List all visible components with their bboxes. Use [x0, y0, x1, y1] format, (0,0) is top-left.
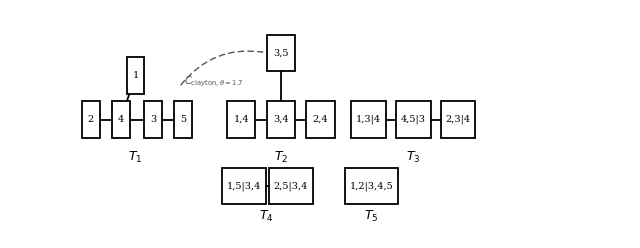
Text: 2,3|4: 2,3|4 [445, 115, 470, 124]
FancyBboxPatch shape [307, 101, 335, 138]
FancyBboxPatch shape [345, 168, 398, 205]
Text: 3,5: 3,5 [273, 48, 289, 57]
FancyArrowPatch shape [181, 51, 262, 85]
Text: 1,4: 1,4 [234, 115, 249, 124]
Text: 1: 1 [132, 71, 139, 80]
FancyBboxPatch shape [267, 34, 295, 71]
Text: $T_5$: $T_5$ [364, 209, 379, 224]
Text: $T_2$: $T_2$ [274, 150, 288, 165]
Text: 2,4: 2,4 [313, 115, 328, 124]
FancyBboxPatch shape [269, 168, 312, 205]
Text: 2: 2 [88, 115, 94, 124]
Text: 3,4: 3,4 [273, 115, 289, 124]
Text: 2,5|3,4: 2,5|3,4 [274, 182, 308, 191]
FancyBboxPatch shape [440, 101, 476, 138]
Text: $T_1$: $T_1$ [129, 150, 143, 165]
Text: 1,2|3,4,5: 1,2|3,4,5 [350, 182, 394, 191]
FancyBboxPatch shape [351, 101, 386, 138]
Text: 4: 4 [118, 115, 124, 124]
FancyBboxPatch shape [222, 168, 266, 205]
Text: $T_4$: $T_4$ [259, 209, 273, 224]
Text: $C_{\mathrm{clayton},\theta=1.7}$: $C_{\mathrm{clayton},\theta=1.7}$ [184, 74, 244, 89]
Text: 3: 3 [150, 115, 157, 124]
FancyBboxPatch shape [127, 58, 145, 94]
FancyBboxPatch shape [267, 101, 295, 138]
Text: 5: 5 [180, 115, 186, 124]
FancyBboxPatch shape [227, 101, 255, 138]
Text: 1,5|3,4: 1,5|3,4 [227, 182, 261, 191]
Text: 4,5|3: 4,5|3 [401, 115, 426, 124]
FancyBboxPatch shape [112, 101, 129, 138]
FancyBboxPatch shape [174, 101, 192, 138]
FancyBboxPatch shape [396, 101, 431, 138]
FancyBboxPatch shape [145, 101, 163, 138]
Text: 1,3|4: 1,3|4 [356, 115, 381, 124]
FancyBboxPatch shape [82, 101, 100, 138]
Text: $T_3$: $T_3$ [406, 150, 420, 165]
